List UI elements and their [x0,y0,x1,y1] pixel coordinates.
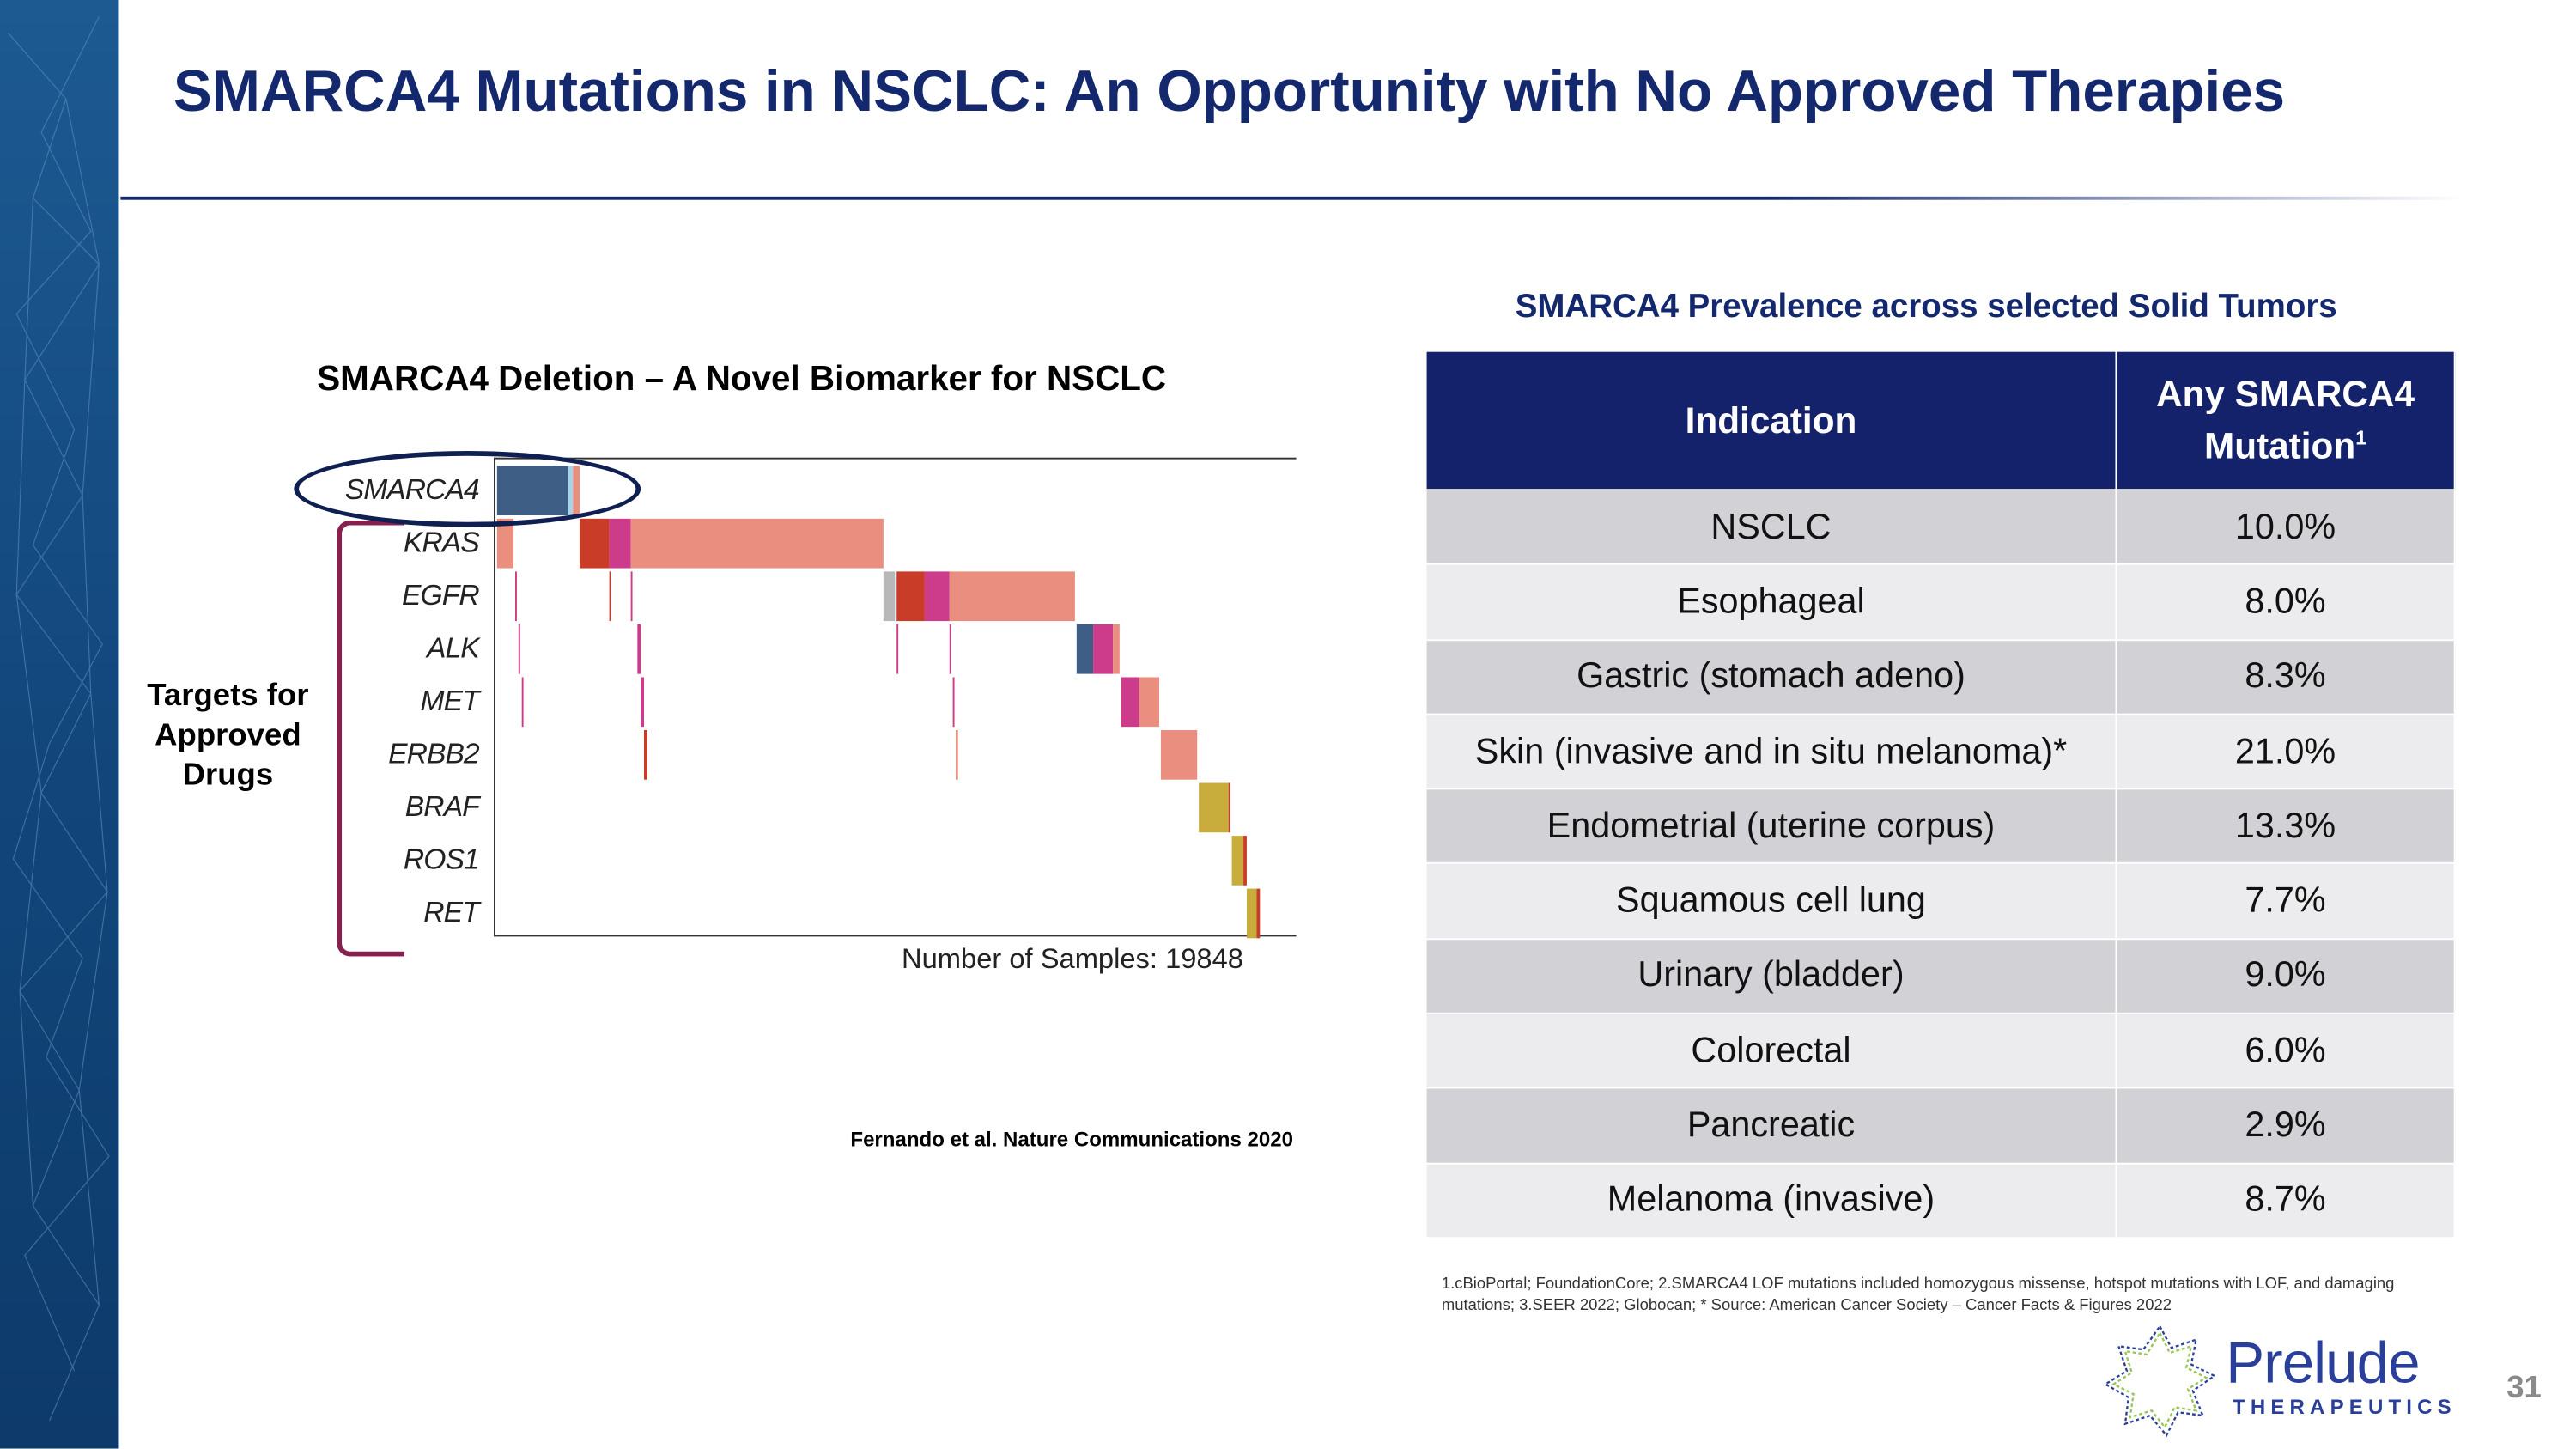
oncoprint-bar-ros1 [1231,836,1244,886]
gene-label-ros1: ROS1 [403,842,480,876]
gene-label-braf: BRAF [404,789,480,823]
oncoprint-bar-ret [1247,888,1257,939]
indication-cell: NSCLC [1425,489,2117,566]
mutation-value-cell: 13.3% [2115,788,2456,865]
logo-name: Prelude [2226,1331,2420,1396]
sample-count-label: Number of Samples: 19848 [902,943,1243,975]
table-row: Pancreatic 2.9% [1425,1087,2456,1165]
oncoprint-bar-alk [518,624,520,674]
smarca4-highlight-ellipse [294,451,641,527]
header-mutation: Any SMARCA4 Mutation1 [2115,350,2456,491]
oncoprint-bar-kras [609,518,631,569]
table-row: NSCLC 10.0% [1425,489,2456,566]
table-header-row: Indication Any SMARCA4 Mutation1 [1425,350,2456,491]
slide-title: SMARCA4 Mutations in NSCLC: An Opportuni… [173,59,2286,125]
mutation-value-cell: 8.3% [2115,638,2456,715]
table-row: Esophageal 8.0% [1425,563,2456,641]
gene-label-ret: RET [423,895,479,928]
indication-cell: Urinary (bladder) [1425,937,2117,1014]
title-divider [120,196,2466,200]
header-indication: Indication [1425,350,2117,491]
mutation-value-cell: 21.0% [2115,713,2456,790]
mutation-value-cell: 10.0% [2115,489,2456,566]
indication-cell: Melanoma (invasive) [1425,1162,2117,1239]
oncoprint-bar-egfr [896,571,926,622]
mutation-value-cell: 9.0% [2115,937,2456,1014]
table-row: Endometrial (uterine corpus) 13.3% [1425,788,2456,865]
table-row: Urinary (bladder) 9.0% [1425,937,2456,1014]
oncoprint-bar-egfr [925,571,950,622]
dna-ring-icon [2103,1324,2217,1438]
table-row: Gastric (stomach adeno) 8.3% [1425,638,2456,715]
gene-label-alk: ALK [426,630,480,665]
indication-cell: Endometrial (uterine corpus) [1425,788,2117,865]
indication-cell: Squamous cell lung [1425,862,2117,940]
oncoprint-bar-egfr [609,571,612,622]
indication-cell: Esophageal [1425,563,2117,641]
table-row: Skin (invasive and in situ melanoma)* 21.… [1425,713,2456,790]
oncoprint-bar-alk [1092,624,1114,674]
table-row: Melanoma (invasive) 8.7% [1425,1162,2456,1239]
mutation-value-cell: 8.0% [2115,563,2456,641]
indication-cell: Pancreatic [1425,1087,2117,1165]
mutation-value-cell: 8.7% [2115,1162,2456,1239]
oncoprint-bar-egfr [630,571,634,622]
table-row: Colorectal 6.0% [1425,1012,2456,1090]
citation: Fernando et al. Nature Communications 20… [850,1128,1294,1152]
footnote: 1.cBioPortal; FoundationCore; 2.SMARCA4 … [1441,1275,2395,1314]
mutation-value-cell: 6.0% [2115,1012,2456,1090]
oncoprint-bar-alk [896,624,899,674]
oncoprint-bar-alk [1113,624,1120,674]
mutation-value-cell: 7.7% [2115,862,2456,940]
page-number: 31 [2506,1371,2542,1406]
oncoprint-bar-egfr [884,571,896,622]
oncoprint-bar-erbb2 [644,730,647,780]
indication-cell: Gastric (stomach adeno) [1425,638,2117,715]
oncoprint-bar-ros1 [1243,836,1247,886]
oncoprint-bar-met [520,677,524,728]
oncoprint-bar-alk [1077,624,1093,674]
gene-label-kras: KRAS [403,525,480,558]
indication-cell: Colorectal [1425,1012,2117,1090]
oncoprint-bar-erbb2 [956,730,959,780]
oncoprint-bar-kras [630,518,884,569]
table-title: SMARCA4 Prevalence across selected Solid… [1515,289,2337,326]
oncoprint-bar-met [1139,677,1160,728]
oncoprint-bar-erbb2 [1160,730,1197,780]
gene-label-met: MET [420,684,480,717]
decorative-network-strip [0,0,119,1449]
oncoprint-bar-kras [579,518,610,569]
oncoprint-bar-ret [1256,888,1260,939]
oncoprint-bar-met [952,677,956,728]
prevalence-table: Indication Any SMARCA4 Mutation1 NSCLC 10… [1425,350,2456,1239]
gene-label-erbb2: ERBB2 [388,736,480,770]
oncoprint-bar-kras [496,518,514,569]
mutation-value-cell: 2.9% [2115,1087,2456,1165]
header-mutation-text: Any SMARCA4 Mutation [2156,374,2415,467]
bracket-label: Targets for Approved Drugs [147,679,309,794]
oncoprint-bar-braf [1198,782,1230,833]
oncoprint-bar-met [641,677,644,728]
header-footnote-marker: 1 [2355,426,2367,450]
oncoprint-plot [494,457,1297,939]
logo-subtitle: THERAPEUTICS [2233,1396,2457,1419]
chart-title: SMARCA4 Deletion – A Novel Biomarker for… [317,360,1167,399]
oncoprint-bar-egfr [949,571,1076,622]
gene-label-egfr: EGFR [402,578,480,612]
oncoprint-bar-braf [1229,782,1231,833]
oncoprint-bar-met [1121,677,1140,728]
oncoprint-bar-alk [949,624,952,674]
indication-cell: Skin (invasive and in situ melanoma)* [1425,713,2117,790]
oncoprint-bar-egfr [514,571,518,622]
targets-bracket [337,520,405,957]
oncoprint-bar-alk [637,624,641,674]
network-pattern-icon [8,15,110,1422]
table-row: Squamous cell lung 7.7% [1425,862,2456,940]
